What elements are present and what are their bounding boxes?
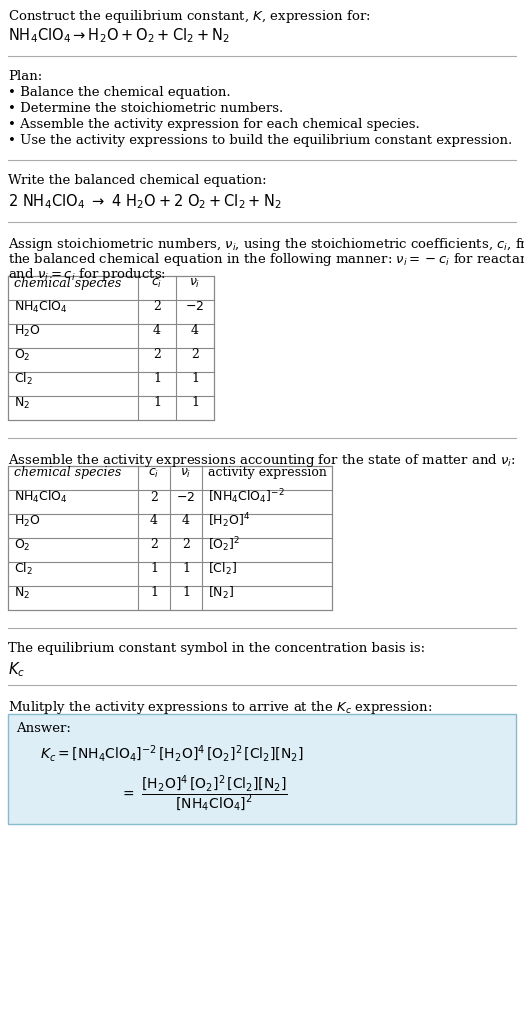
Text: $2\ \mathrm{NH_4ClO_4}\ \rightarrow\ 4\ \mathrm{H_2O} + 2\ \mathrm{O_2} + \mathr: $2\ \mathrm{NH_4ClO_4}\ \rightarrow\ 4\ … — [8, 192, 281, 211]
Text: Plan:: Plan: — [8, 70, 42, 83]
Text: $[\mathrm{H_2O}]^4$: $[\mathrm{H_2O}]^4$ — [208, 512, 250, 530]
Text: $\nu_i$: $\nu_i$ — [180, 467, 192, 480]
Text: 4: 4 — [191, 324, 199, 337]
Text: • Use the activity expressions to build the equilibrium constant expression.: • Use the activity expressions to build … — [8, 135, 512, 147]
Text: $[\mathrm{N_2}]$: $[\mathrm{N_2}]$ — [208, 585, 234, 601]
Text: $=\ \dfrac{[\mathrm{H_2O}]^4\,[\mathrm{O_2}]^2\,[\mathrm{Cl_2}][\mathrm{N_2}]}{[: $=\ \dfrac{[\mathrm{H_2O}]^4\,[\mathrm{O… — [120, 774, 288, 814]
Text: Write the balanced chemical equation:: Write the balanced chemical equation: — [8, 174, 267, 187]
Text: $c_i$: $c_i$ — [151, 276, 162, 289]
Text: $\mathrm{NH_4ClO_4}$: $\mathrm{NH_4ClO_4}$ — [14, 299, 68, 315]
Text: $\mathrm{Cl_2}$: $\mathrm{Cl_2}$ — [14, 560, 33, 577]
Text: Construct the equilibrium constant, $K$, expression for:: Construct the equilibrium constant, $K$,… — [8, 8, 370, 25]
Text: 4: 4 — [150, 515, 158, 528]
Text: $\mathrm{O_2}$: $\mathrm{O_2}$ — [14, 347, 30, 363]
Text: Answer:: Answer: — [16, 722, 71, 735]
Text: $\mathrm{O_2}$: $\mathrm{O_2}$ — [14, 537, 30, 552]
Bar — [8, 466, 332, 610]
Text: $-2$: $-2$ — [177, 490, 195, 503]
Text: $K_c$: $K_c$ — [8, 660, 25, 679]
Text: 1: 1 — [150, 587, 158, 599]
Text: $\mathrm{N_2}$: $\mathrm{N_2}$ — [14, 586, 30, 600]
Text: $\nu_i$: $\nu_i$ — [189, 276, 201, 289]
Text: 4: 4 — [153, 324, 161, 337]
Text: $\mathrm{H_2O}$: $\mathrm{H_2O}$ — [14, 514, 40, 529]
Text: $[\mathrm{NH_4ClO_4}]^{-2}$: $[\mathrm{NH_4ClO_4}]^{-2}$ — [208, 488, 285, 506]
Text: 4: 4 — [182, 515, 190, 528]
Bar — [8, 276, 214, 420]
Text: $\mathrm{NH_4ClO_4}  \rightarrow  \mathrm{H_2O + O_2 + Cl_2 + N_2}$: $\mathrm{NH_4ClO_4} \rightarrow \mathrm{… — [8, 26, 230, 45]
Text: • Assemble the activity expression for each chemical species.: • Assemble the activity expression for e… — [8, 118, 420, 131]
Text: 1: 1 — [153, 396, 161, 410]
Text: 1: 1 — [191, 373, 199, 385]
Text: 2: 2 — [182, 538, 190, 551]
Text: 2: 2 — [191, 348, 199, 362]
Text: • Determine the stoichiometric numbers.: • Determine the stoichiometric numbers. — [8, 102, 283, 115]
Text: Mulitply the activity expressions to arrive at the $K_c$ expression:: Mulitply the activity expressions to arr… — [8, 699, 432, 716]
Text: $[\mathrm{O_2}]^2$: $[\mathrm{O_2}]^2$ — [208, 536, 241, 554]
Text: $c_i$: $c_i$ — [148, 467, 160, 480]
Text: The equilibrium constant symbol in the concentration basis is:: The equilibrium constant symbol in the c… — [8, 642, 425, 655]
Text: 2: 2 — [150, 490, 158, 503]
Text: 1: 1 — [150, 562, 158, 576]
Text: $-2$: $-2$ — [185, 301, 204, 314]
Text: $\mathrm{Cl_2}$: $\mathrm{Cl_2}$ — [14, 371, 33, 387]
Text: and $\nu_i = c_i$ for products:: and $\nu_i = c_i$ for products: — [8, 266, 166, 283]
Text: $\mathrm{N_2}$: $\mathrm{N_2}$ — [14, 395, 30, 411]
Text: $K_c = [\mathrm{NH_4ClO_4}]^{-2}\,[\mathrm{H_2O}]^4\,[\mathrm{O_2}]^2\,[\mathrm{: $K_c = [\mathrm{NH_4ClO_4}]^{-2}\,[\math… — [40, 744, 304, 764]
Text: 1: 1 — [191, 396, 199, 410]
Text: 1: 1 — [153, 373, 161, 385]
Text: 2: 2 — [150, 538, 158, 551]
Text: 2: 2 — [153, 301, 161, 314]
Text: the balanced chemical equation in the following manner: $\nu_i = -c_i$ for react: the balanced chemical equation in the fo… — [8, 251, 524, 268]
Text: $\mathrm{NH_4ClO_4}$: $\mathrm{NH_4ClO_4}$ — [14, 489, 68, 505]
Text: activity expression: activity expression — [208, 467, 327, 480]
Text: • Balance the chemical equation.: • Balance the chemical equation. — [8, 86, 231, 99]
FancyBboxPatch shape — [8, 714, 516, 824]
Text: chemical species: chemical species — [14, 467, 121, 480]
Text: Assign stoichiometric numbers, $\nu_i$, using the stoichiometric coefficients, $: Assign stoichiometric numbers, $\nu_i$, … — [8, 236, 524, 253]
Text: 1: 1 — [182, 587, 190, 599]
Text: 1: 1 — [182, 562, 190, 576]
Text: 2: 2 — [153, 348, 161, 362]
Text: $[\mathrm{Cl_2}]$: $[\mathrm{Cl_2}]$ — [208, 560, 237, 577]
Text: Assemble the activity expressions accounting for the state of matter and $\nu_i$: Assemble the activity expressions accoun… — [8, 452, 516, 469]
Text: chemical species: chemical species — [14, 276, 121, 289]
Text: $\mathrm{H_2O}$: $\mathrm{H_2O}$ — [14, 323, 40, 338]
